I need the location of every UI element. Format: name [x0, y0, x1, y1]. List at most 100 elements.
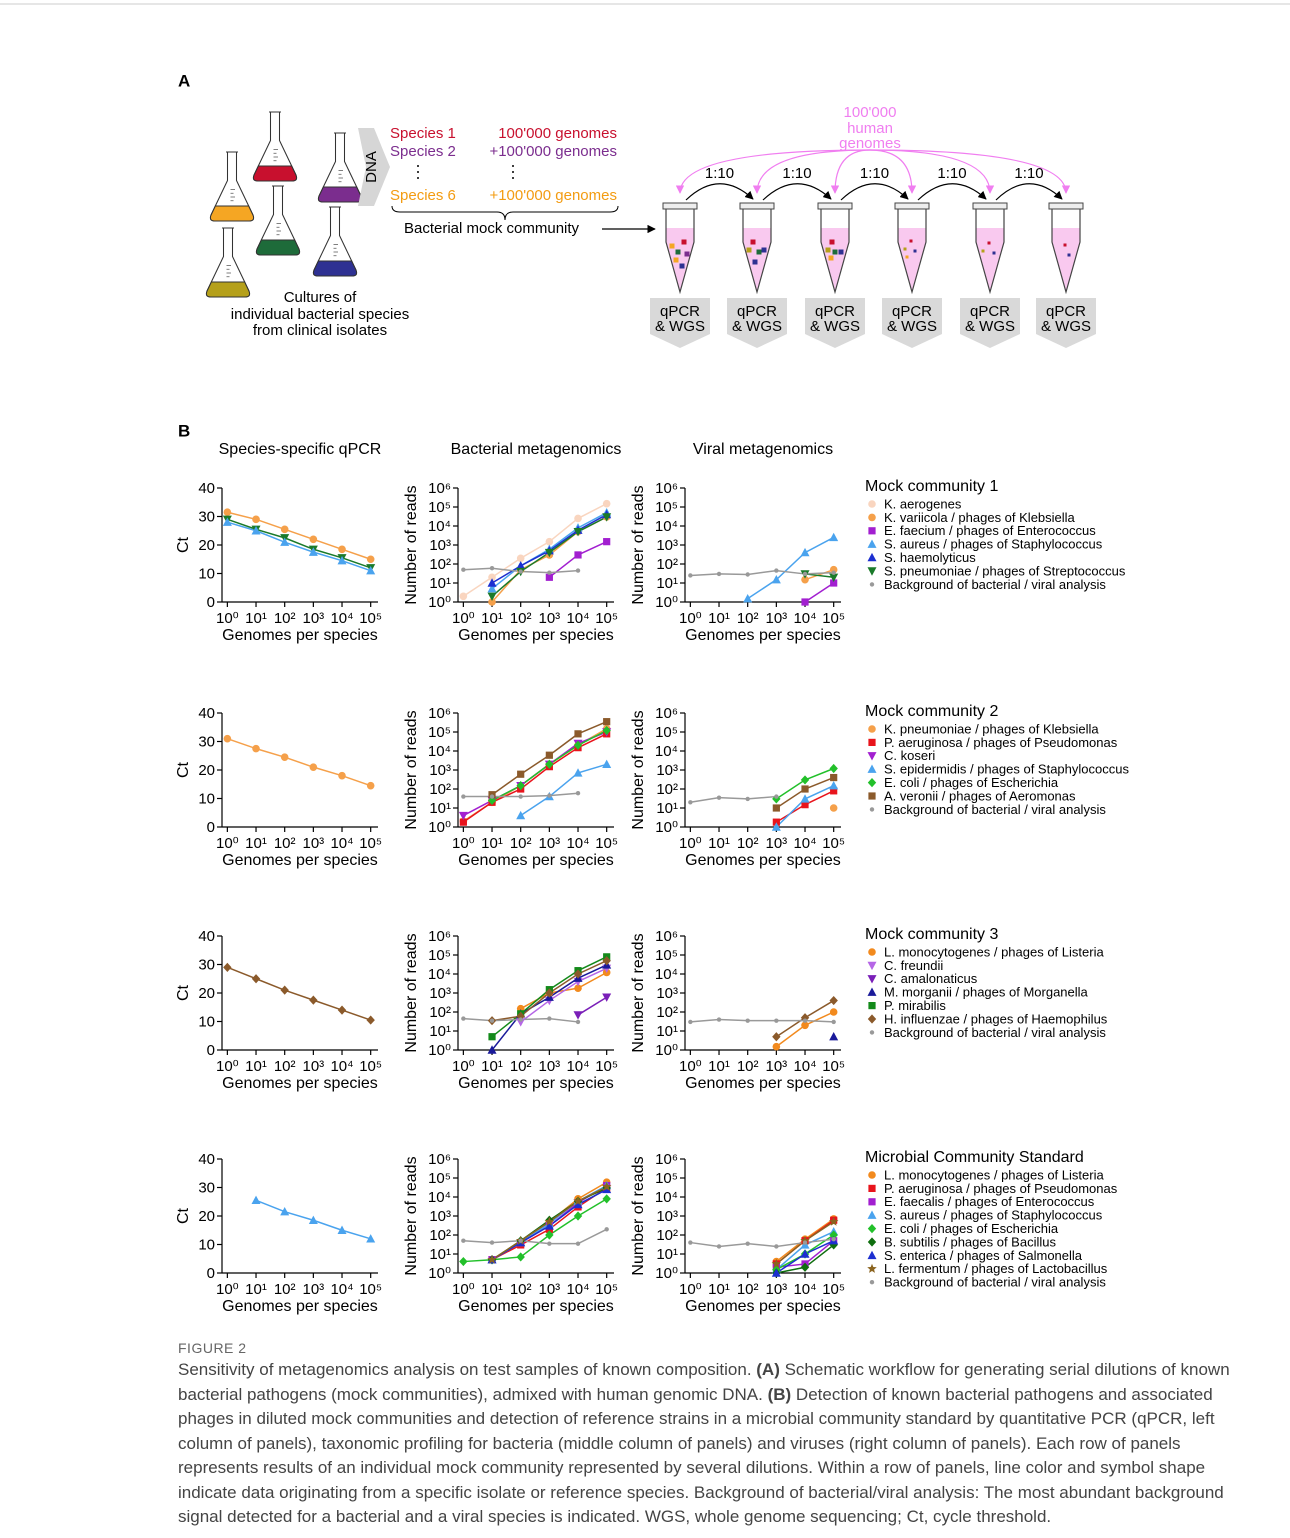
- point: [461, 1016, 465, 1020]
- point: [518, 1017, 522, 1021]
- x-tick-label: 10¹: [708, 835, 730, 852]
- x-tick-label: 10¹: [481, 1281, 503, 1298]
- x-tick-label: 10¹: [481, 835, 503, 852]
- y-axis-label: Number of reads: [630, 710, 647, 829]
- dilution-arrow: [841, 184, 908, 200]
- tube-rim: [895, 203, 929, 209]
- y-tick-label: 10⁰: [428, 594, 451, 611]
- tube-particle: [988, 242, 991, 245]
- x-tick-label: 10³: [766, 835, 788, 852]
- point: [574, 551, 581, 558]
- point: [603, 718, 610, 725]
- tube-liquid: [898, 228, 926, 292]
- tube-particle: [830, 240, 835, 245]
- dilution-arrow: [996, 184, 1062, 200]
- x-tick-label: 10⁵: [822, 1058, 845, 1075]
- y-tick-label: 10⁴: [428, 1189, 451, 1206]
- caption-label: FIGURE 2: [178, 1340, 247, 1356]
- point: [252, 745, 260, 753]
- point: [717, 795, 721, 799]
- x-tick-label: 10²: [737, 835, 759, 852]
- point: [460, 592, 468, 600]
- tube-rim: [663, 203, 697, 209]
- y-tick-label: 10⁰: [655, 594, 678, 611]
- dilution-label: 1:10: [1014, 165, 1043, 182]
- y-axis-label: Number of reads: [630, 1156, 647, 1275]
- x-tick-label: 10⁵: [359, 835, 382, 852]
- point: [547, 1241, 551, 1245]
- x-axis-label: Genomes per species: [458, 1298, 614, 1315]
- point: [547, 1016, 551, 1020]
- point: [774, 794, 778, 798]
- x-tick-label: 10²: [737, 1058, 759, 1075]
- dna-label: DNA: [363, 151, 380, 183]
- y-tick-label: 10¹: [656, 575, 678, 592]
- dilution-label: 1:10: [705, 165, 734, 182]
- point: [743, 594, 752, 602]
- point: [868, 1171, 876, 1179]
- x-tick-label: 10³: [766, 610, 788, 627]
- point: [868, 1211, 877, 1219]
- series-line: [227, 967, 370, 1020]
- x-tick-label: 10⁴: [330, 1281, 353, 1298]
- y-tick-label: 10³: [656, 762, 678, 779]
- tube-particle: [747, 248, 752, 253]
- tube-rim: [740, 203, 774, 209]
- tube-label: & WGS: [1041, 318, 1091, 335]
- point: [281, 753, 289, 761]
- point: [252, 516, 260, 524]
- point: [576, 1020, 580, 1024]
- x-tick-label: 10²: [510, 1058, 532, 1075]
- point: [310, 536, 318, 544]
- x-tick-label: 10¹: [245, 1058, 267, 1075]
- y-tick-label: 10³: [656, 537, 678, 554]
- x-tick-label: 10¹: [245, 835, 267, 852]
- x-tick-label: 10⁰: [452, 1058, 475, 1075]
- point: [830, 804, 838, 812]
- tube-particle: [1068, 254, 1071, 257]
- x-tick-label: 10⁴: [330, 610, 353, 627]
- y-tick-label: 10³: [656, 985, 678, 1002]
- x-tick-label: 10³: [303, 1281, 325, 1298]
- point: [774, 568, 778, 572]
- point: [516, 1252, 524, 1261]
- y-axis-label: Number of reads: [630, 933, 647, 1052]
- y-tick-label: 10⁵: [428, 724, 451, 741]
- y-tick-label: 10³: [656, 1208, 678, 1225]
- y-axis-label: Ct: [175, 536, 192, 553]
- x-tick-label: 10⁴: [566, 1058, 589, 1075]
- y-tick-label: 0: [207, 1265, 215, 1282]
- point: [518, 1239, 522, 1243]
- x-tick-label: 10⁰: [216, 1058, 239, 1075]
- point: [367, 555, 375, 563]
- x-tick-label: 10¹: [481, 610, 503, 627]
- tube-particle: [833, 250, 838, 255]
- y-tick-label: 10⁶: [428, 928, 451, 945]
- y-axis-label: Number of reads: [403, 933, 420, 1052]
- point: [830, 1008, 838, 1016]
- x-tick-label: 10⁵: [595, 1281, 618, 1298]
- caption-text: (B): [768, 1385, 792, 1404]
- y-axis-label: Number of reads: [403, 1156, 420, 1275]
- point: [745, 1241, 749, 1245]
- point: [831, 570, 835, 574]
- x-tick-label: 10⁵: [822, 835, 845, 852]
- tube-particle: [674, 258, 679, 263]
- series-line: [463, 504, 606, 597]
- y-axis-label: Ct: [175, 761, 192, 778]
- dilution-arrow: [918, 184, 986, 200]
- y-tick-label: 40: [198, 928, 215, 945]
- point: [870, 807, 874, 811]
- tube-label: & WGS: [732, 318, 782, 335]
- point: [868, 778, 876, 787]
- x-tick-label: 10³: [303, 1058, 325, 1075]
- y-tick-label: 20: [198, 762, 215, 779]
- cultures-text: from clinical isolates: [253, 322, 387, 339]
- community-label: Bacterial mock community: [404, 220, 580, 237]
- series-line: [690, 1020, 833, 1022]
- y-tick-label: 10⁵: [428, 499, 451, 516]
- point: [688, 1240, 692, 1244]
- human-text: 100'000: [844, 104, 897, 121]
- species-name: Species 6: [390, 187, 456, 204]
- point: [774, 1018, 778, 1022]
